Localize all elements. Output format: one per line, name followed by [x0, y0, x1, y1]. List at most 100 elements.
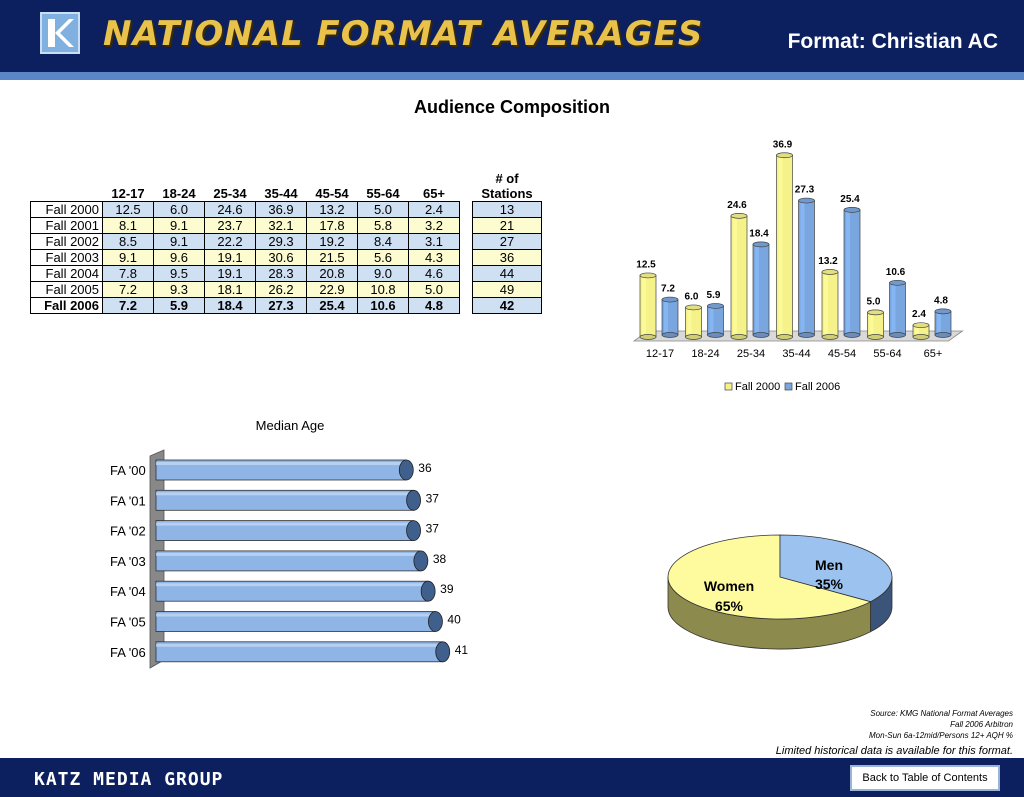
bar-fall-2006 [843, 207, 861, 338]
bar-fall-2000 [776, 152, 793, 340]
bar-fall-2000 [685, 304, 702, 340]
table-cell: 7.2 [102, 281, 154, 298]
table-cell: 5.0 [408, 281, 460, 298]
row-label: Fall 2002 [30, 233, 103, 250]
age-value-label: 40 [447, 613, 461, 627]
men-slice [779, 534, 893, 603]
table-cell: 7.2 [102, 297, 154, 314]
table-cell: 10.6 [357, 297, 409, 314]
page-banner-title: NATIONAL FORMAT AVERAGES [103, 14, 704, 54]
stations-cell: 44 [472, 265, 542, 282]
column-header: 12-17 [111, 186, 145, 201]
bar-fall-2006 [661, 296, 679, 338]
header-spacer [409, 171, 460, 186]
table-cell: 9.0 [357, 265, 409, 282]
age-bar [155, 489, 421, 511]
table-cell: 4.8 [408, 297, 460, 314]
age-category-label: FA '02 [110, 524, 146, 539]
table-cell: 7.8 [102, 265, 154, 282]
column-header: 45-54 [315, 186, 349, 201]
women-label: Women [704, 578, 754, 594]
bar-fall-2006 [798, 197, 815, 338]
bar-fall-2000 [867, 309, 884, 340]
format-title: Format: Christian AC [787, 30, 998, 53]
table-header-row: # of [31, 171, 542, 186]
age-category-label: FA '05 [110, 615, 146, 630]
column-header: 35-44 [264, 186, 298, 201]
table-cell: 32.1 [255, 217, 307, 234]
age-bar [155, 641, 451, 663]
table-cell: 3.1 [408, 233, 460, 250]
x-tick-label: 65+ [924, 348, 943, 360]
age-bar [155, 550, 429, 572]
table-cell: 6.0 [153, 201, 205, 218]
bar-value-label: 27.3 [795, 185, 815, 196]
table-cell: 19.1 [204, 265, 256, 282]
table-cell: 18.1 [204, 281, 256, 298]
table-cell: 9.1 [153, 233, 205, 250]
bar-value-label: 5.0 [867, 296, 881, 307]
bar-value-label: 12.5 [636, 259, 656, 270]
column-header: 55-64 [366, 186, 400, 201]
row-label: Fall 2000 [30, 201, 103, 218]
legend-label: Fall 2006 [795, 381, 840, 393]
table-cell: 9.1 [153, 217, 205, 234]
table-gap [460, 298, 473, 314]
age-category-label: FA '00 [110, 463, 146, 478]
age-value-label: 36 [418, 461, 432, 475]
table-cell: 10.8 [357, 281, 409, 298]
age-bar [155, 520, 421, 541]
table-cell: 3.2 [408, 217, 460, 234]
back-to-toc-button[interactable]: Back to Table of Contents [850, 765, 1000, 791]
bar-value-label: 13.2 [818, 256, 838, 267]
table-gap [460, 171, 473, 186]
katz-logo-icon [40, 12, 80, 54]
table-gap [460, 266, 473, 282]
table-cell: 17.8 [306, 217, 358, 234]
table-row: Fall 2001 8.1 9.1 23.7 32.1 17.8 5.8 3.2 21 [30, 217, 542, 234]
age-category-label: FA '01 [110, 493, 146, 508]
row-label: Fall 2004 [30, 265, 103, 282]
bar-value-label: 7.2 [661, 284, 675, 295]
column-header: 65+ [422, 186, 446, 201]
header-spacer [154, 171, 205, 186]
age-category-label: FA '03 [110, 554, 146, 569]
women-percent: 65% [715, 598, 744, 614]
x-tick-label: 35-44 [782, 348, 810, 360]
x-tick-label: 18-24 [691, 348, 719, 360]
bar-fall-2006 [934, 308, 952, 338]
age-value-label: 37 [426, 491, 440, 505]
limited-data-note: Limited historical data is available for… [775, 745, 1013, 757]
pie-body [667, 534, 893, 650]
table-cell: 5.8 [357, 217, 409, 234]
header-spacer [307, 171, 358, 186]
table-cell: 27.3 [255, 297, 307, 314]
header-spacer [205, 171, 256, 186]
audience-composition-chart: 12.5 7.2 12-17 6.0 5.9 18-24 24.6 18.4 25-34 36.9… [632, 139, 964, 393]
chart-legend: Fall 2000 Fall 2006 [724, 381, 840, 393]
table-corner [31, 171, 103, 186]
table-cell: 9.5 [153, 265, 205, 282]
table-row: Fall 2003 9.1 9.6 19.1 30.6 21.5 5.6 4.3 36 [30, 249, 542, 266]
column-header: 18-24 [162, 186, 196, 201]
table-row: Fall 2005 7.2 9.3 18.1 26.2 22.9 10.8 5.0 49 [30, 281, 542, 298]
table-cell: 19.2 [306, 233, 358, 250]
table-row: Fall 2006 7.2 5.9 18.4 27.3 25.4 10.6 4.8 42 [30, 297, 542, 314]
table-cell: 26.2 [255, 281, 307, 298]
table-cell: 29.3 [255, 233, 307, 250]
bar-fall-2006 [889, 279, 906, 338]
bar-value-label: 10.6 [886, 267, 906, 278]
source-line-1: Source: KMG National Format Averages [870, 709, 1013, 718]
age-value-label: 37 [426, 522, 440, 536]
x-tick-label: 45-54 [828, 348, 856, 360]
legend-swatch [784, 382, 793, 391]
bar-value-label: 4.8 [934, 295, 948, 306]
header-spacer [358, 171, 409, 186]
source-note: Source: KMG National Format Averages Fal… [869, 708, 1013, 741]
row-label: Fall 2001 [30, 217, 103, 234]
table-cell: 22.2 [204, 233, 256, 250]
table-cell: 22.9 [306, 281, 358, 298]
median-age-title: Median Age [256, 418, 325, 433]
legend-label: Fall 2000 [735, 381, 780, 393]
table-gap [460, 250, 473, 266]
